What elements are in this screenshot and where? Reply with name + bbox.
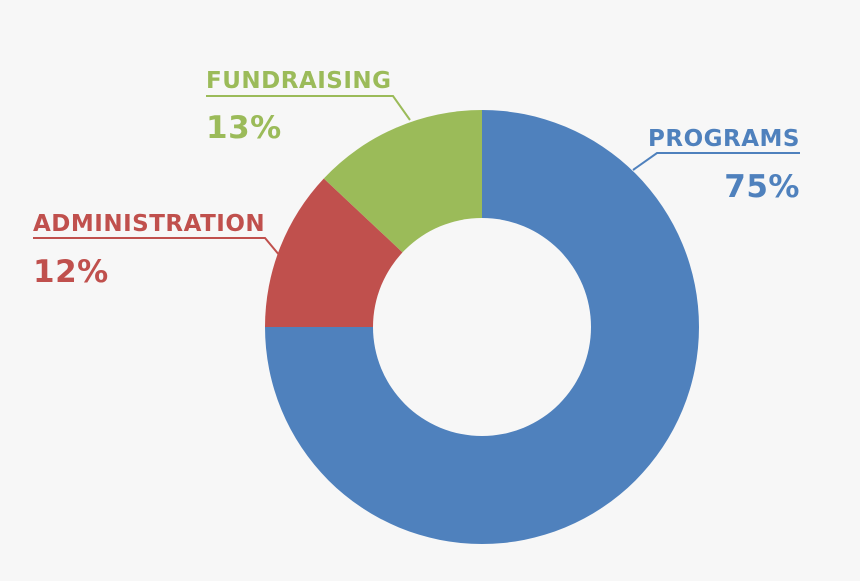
label-fundraising-name: FUNDRAISING — [206, 68, 392, 94]
label-administration-name: ADMINISTRATION — [33, 211, 265, 237]
label-programs-percent: 75% — [724, 169, 800, 205]
label-administration-percent: 12% — [33, 254, 109, 290]
leader-line-fundraising — [206, 95, 411, 121]
label-programs-name: PROGRAMS — [648, 126, 800, 152]
label-group-fundraising: FUNDRAISING 13% — [206, 68, 411, 146]
labels-layer: PROGRAMS 75% ADMINISTRATION 12% FUNDRAIS… — [33, 68, 800, 290]
label-fundraising-percent: 13% — [206, 110, 282, 146]
leader-line-administration — [33, 237, 281, 257]
label-group-administration: ADMINISTRATION 12% — [33, 211, 281, 290]
donut-hole — [373, 218, 591, 436]
label-group-programs: PROGRAMS 75% — [632, 126, 800, 205]
leader-line-programs — [632, 152, 800, 171]
